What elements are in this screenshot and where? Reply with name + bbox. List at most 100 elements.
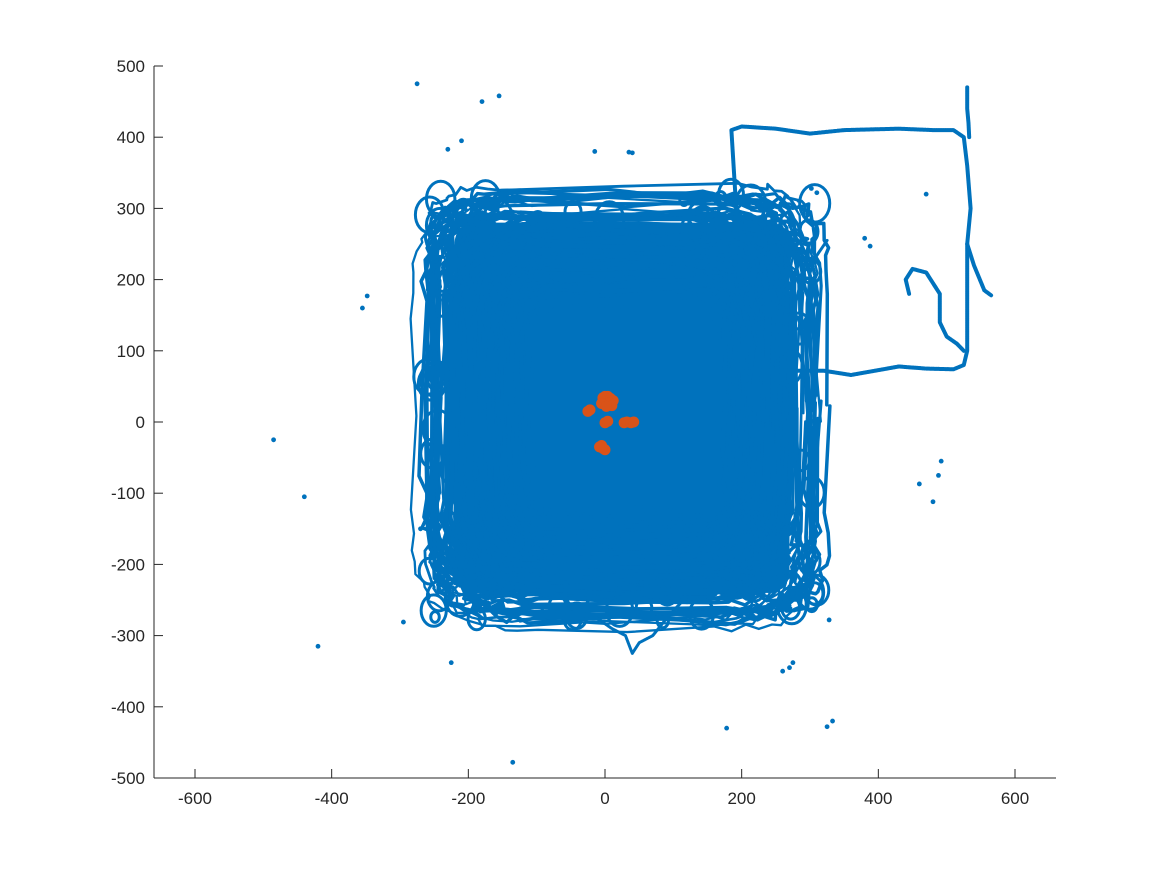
series-1-curl bbox=[565, 601, 589, 630]
series-1-curl bbox=[744, 576, 766, 603]
series-1-dense-trajectory bbox=[409, 177, 832, 634]
series-1-loop bbox=[491, 290, 743, 562]
series-2-point bbox=[584, 404, 596, 416]
series-1-excursion-path bbox=[729, 124, 973, 378]
series-1-branch-path bbox=[760, 238, 829, 282]
series-1-point bbox=[724, 725, 730, 731]
series-1-curl bbox=[797, 475, 826, 510]
series-1-curl bbox=[418, 361, 449, 398]
series-1-point bbox=[445, 146, 451, 152]
series-1-point bbox=[867, 243, 873, 249]
series-1-point bbox=[401, 619, 406, 625]
series-2-point bbox=[628, 416, 640, 428]
series-1-curl bbox=[478, 198, 500, 225]
series-1-top-column bbox=[965, 85, 972, 140]
y-tick-label: 0 bbox=[136, 413, 145, 432]
x-tick-label: -600 bbox=[178, 789, 212, 808]
series-2-point bbox=[600, 400, 612, 412]
series-1-point bbox=[629, 150, 635, 156]
series-1-curl bbox=[717, 177, 745, 212]
series-1-point bbox=[936, 473, 941, 478]
series-1-curl bbox=[678, 193, 690, 207]
series-1-point bbox=[364, 293, 370, 299]
x-tick-label: -400 bbox=[315, 789, 349, 808]
series-1-point bbox=[301, 494, 307, 500]
series-1-inner-loop bbox=[903, 266, 966, 353]
series-1-curl bbox=[424, 206, 456, 245]
series-1-curl bbox=[798, 183, 832, 224]
series-1-curl bbox=[439, 237, 452, 252]
series-1-point bbox=[414, 81, 420, 87]
series-1-point bbox=[360, 305, 365, 311]
y-tick-label: 100 bbox=[117, 342, 145, 361]
series-1-point bbox=[787, 665, 792, 671]
series-1-curl bbox=[657, 578, 674, 600]
series-1-curl bbox=[605, 592, 635, 628]
y-tick-label: -300 bbox=[111, 627, 145, 646]
series-1-point bbox=[814, 190, 820, 196]
series-1-point bbox=[506, 197, 512, 203]
series-1-loop bbox=[500, 253, 765, 545]
series-1-curl bbox=[429, 610, 441, 624]
series-1-curl bbox=[655, 612, 670, 630]
x-tick-label: 600 bbox=[1001, 789, 1029, 808]
series-1-curl bbox=[775, 585, 808, 626]
y-tick-label: -100 bbox=[111, 484, 145, 503]
x-tick-label: 200 bbox=[727, 789, 755, 808]
y-tick-label: -500 bbox=[111, 769, 145, 788]
y-tick-label: -400 bbox=[111, 698, 145, 717]
series-1-curl bbox=[791, 315, 804, 331]
series-1-curl bbox=[800, 258, 823, 285]
series-1-curl bbox=[419, 437, 446, 470]
series-1-curl bbox=[563, 200, 583, 224]
series-1-point bbox=[862, 235, 868, 241]
series-1-point bbox=[448, 660, 454, 666]
series-1-curl bbox=[547, 594, 568, 619]
series-1-point bbox=[718, 621, 724, 626]
series-1-curl bbox=[412, 357, 444, 396]
series-1-curl bbox=[469, 179, 502, 218]
series-1-curl bbox=[593, 200, 626, 240]
y-tick-label: 300 bbox=[117, 199, 145, 218]
series-1-point bbox=[808, 186, 814, 191]
series-1-curl bbox=[529, 209, 547, 231]
series-1-curl bbox=[466, 606, 487, 632]
series-1-bottom-tail bbox=[589, 602, 682, 655]
series-1-spur-path bbox=[965, 242, 994, 298]
series-1-curl bbox=[687, 597, 716, 631]
series-1-curl bbox=[419, 593, 448, 628]
series-1-curl bbox=[780, 595, 802, 621]
series-1-curl bbox=[687, 205, 719, 245]
series-1-curl bbox=[634, 596, 654, 620]
series-1-curl bbox=[769, 352, 797, 386]
series-1-curl bbox=[443, 577, 477, 618]
series-1-point bbox=[824, 724, 830, 730]
series-1-curl bbox=[590, 215, 614, 244]
series-1-curl bbox=[439, 455, 464, 486]
series-1-curl bbox=[452, 197, 474, 224]
series-1-curl bbox=[429, 289, 453, 318]
series-1-point bbox=[510, 759, 516, 765]
axes-layer: -600 -400 -200 0 200 400 600 -500 -400 -300 -200 -1… bbox=[111, 57, 1056, 808]
x-tick-label: 400 bbox=[864, 789, 892, 808]
x-tick-label: -200 bbox=[451, 789, 485, 808]
series-1-curl bbox=[425, 262, 454, 297]
series-1-point bbox=[592, 149, 598, 154]
series-layer bbox=[271, 81, 994, 765]
series-1-point bbox=[315, 643, 321, 649]
series-1-point bbox=[418, 526, 423, 532]
series-1-loop bbox=[494, 286, 734, 548]
series-1-point bbox=[780, 668, 786, 674]
series-1-loop bbox=[473, 237, 789, 584]
series-1-point bbox=[916, 481, 922, 487]
y-tick-label: 200 bbox=[117, 271, 145, 290]
series-1-point bbox=[271, 437, 276, 443]
series-1-point bbox=[479, 99, 485, 104]
series-1-loop bbox=[464, 249, 762, 574]
series-1-curl bbox=[423, 223, 447, 251]
series-1-loop bbox=[472, 246, 737, 534]
series-1-curl bbox=[653, 573, 681, 607]
series-1-curl bbox=[424, 179, 457, 219]
series-1-point bbox=[923, 191, 929, 197]
